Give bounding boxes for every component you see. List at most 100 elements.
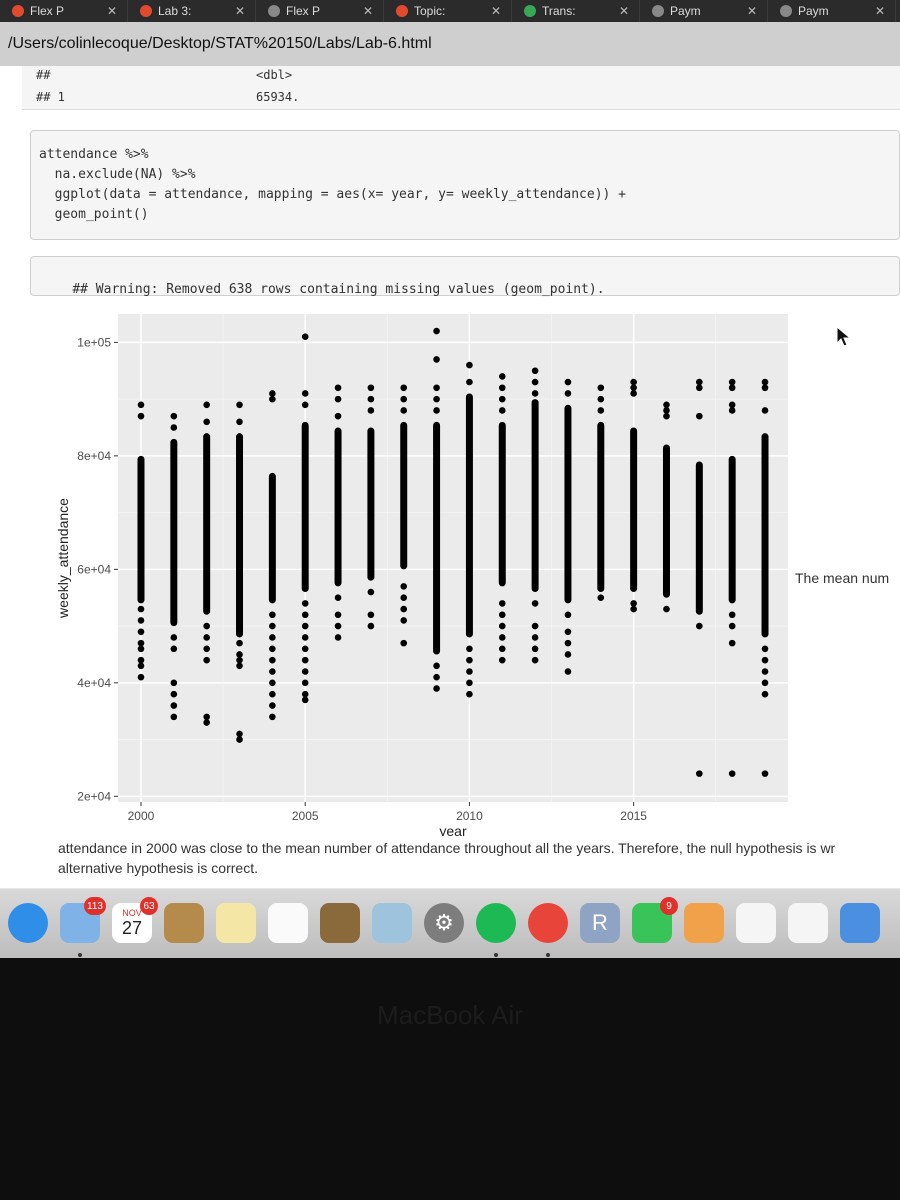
tab-favicon-icon: [12, 5, 24, 17]
data-point: [334, 395, 342, 403]
numbers-icon[interactable]: [788, 903, 828, 943]
paragraph-line: alternative hypothesis is correct.: [58, 860, 258, 876]
tab-close-icon[interactable]: ✕: [362, 4, 373, 18]
data-point: [531, 645, 539, 653]
notes-brown-icon[interactable]: [164, 903, 204, 943]
laptop-bezel: [0, 958, 900, 1200]
tab-label: Trans:: [542, 4, 576, 18]
data-point: [269, 702, 276, 709]
data-point: [630, 378, 637, 386]
tab-close-icon[interactable]: ✕: [490, 4, 501, 18]
data-point: [367, 395, 375, 403]
data-point-cluster: [367, 427, 375, 581]
data-point: [367, 611, 375, 619]
notes-icon[interactable]: [216, 903, 256, 943]
data-point: [498, 611, 506, 619]
browser-tab[interactable]: Trans: ✕: [512, 0, 640, 22]
data-point: [498, 384, 506, 392]
migration-icon[interactable]: 113: [60, 897, 106, 943]
tab-close-icon[interactable]: ✕: [106, 4, 117, 18]
safari-icon[interactable]: [8, 903, 48, 943]
spotify-icon[interactable]: [476, 903, 516, 943]
data-point: [663, 401, 670, 409]
photos-icon[interactable]: [736, 903, 776, 943]
code-line: geom_point(): [39, 207, 149, 222]
data-point: [301, 634, 309, 641]
data-point: [466, 361, 473, 369]
tab-close-icon[interactable]: ✕: [746, 4, 757, 18]
reminders-icon[interactable]: [268, 903, 308, 943]
browser-tab[interactable]: Lab 3: ✕: [128, 0, 256, 22]
dock-glyph: R: [592, 910, 608, 935]
data-point: [696, 378, 703, 386]
data-point: [433, 327, 440, 335]
data-point-cluster: [761, 433, 769, 638]
data-point: [301, 611, 309, 619]
browser-tab[interactable]: Paym ✕: [640, 0, 768, 22]
data-point: [137, 662, 145, 670]
data-point-cluster: [695, 461, 703, 615]
data-point: [564, 390, 572, 397]
data-point: [236, 651, 243, 658]
data-point: [433, 384, 440, 392]
mouse-cursor-icon: [836, 326, 852, 347]
data-point: [531, 634, 539, 641]
data-point: [663, 407, 670, 414]
running-indicator: [546, 953, 550, 957]
x-tick-label: 2010: [456, 809, 483, 823]
data-point: [498, 373, 506, 380]
tab-favicon-icon: [140, 5, 152, 17]
data-point: [564, 668, 572, 675]
tab-close-icon[interactable]: ✕: [234, 4, 245, 18]
system-preferences-icon[interactable]: ⚙: [424, 903, 464, 943]
data-point: [761, 378, 769, 386]
data-point: [564, 628, 572, 636]
tab-bar: Flex P ✕ Lab 3: ✕ Flex P ✕ Topic: ✕ Trans: ✕ Paym ✕…: [0, 0, 900, 22]
y-tick-label: 4e+04: [77, 676, 111, 690]
tab-close-icon[interactable]: ✕: [874, 4, 885, 18]
keynote-icon[interactable]: [840, 903, 880, 943]
browser-tab[interactable]: Flex P ✕: [0, 0, 128, 22]
data-point: [761, 407, 769, 414]
browser-tab[interactable]: Flex P ✕: [256, 0, 384, 22]
calendar-icon[interactable]: NOV 27 63: [112, 897, 158, 943]
warning-output: ## Warning: Removed 638 rows containing …: [30, 256, 900, 297]
notification-badge: 113: [84, 897, 106, 915]
url-text[interactable]: /Users/colinlecoque/Desktop/STAT%20150/L…: [8, 35, 432, 52]
data-point-cluster: [662, 444, 670, 598]
browser-tab[interactable]: Topic: ✕: [384, 0, 512, 22]
data-point: [728, 378, 736, 386]
chrome-icon[interactable]: [528, 903, 568, 943]
data-point: [170, 645, 178, 653]
data-point: [301, 679, 309, 687]
data-point: [564, 639, 572, 647]
tab-label: Flex P: [286, 4, 321, 18]
data-point: [761, 679, 769, 687]
data-point-cluster: [465, 393, 473, 638]
data-point: [498, 395, 506, 403]
data-point: [696, 412, 703, 420]
r-icon[interactable]: R: [580, 903, 620, 943]
data-point: [466, 668, 473, 675]
facetime-icon[interactable]: 9: [632, 897, 678, 943]
address-bar[interactable]: /Users/colinlecoque/Desktop/STAT%20150/L…: [0, 22, 900, 66]
preview-icon[interactable]: [372, 903, 412, 943]
pages-icon[interactable]: [684, 903, 724, 943]
tab-label: Paym: [798, 4, 829, 18]
data-point-cluster: [301, 421, 309, 593]
data-point: [498, 634, 506, 641]
data-point-cluster: [728, 455, 736, 604]
data-point: [334, 412, 342, 420]
browser-tab[interactable]: Paym ✕: [768, 0, 896, 22]
data-point: [433, 395, 440, 403]
data-point: [761, 645, 769, 653]
data-point: [531, 622, 539, 630]
tab-close-icon[interactable]: ✕: [618, 4, 629, 18]
sticky-icon[interactable]: [320, 903, 360, 943]
data-point: [334, 622, 342, 630]
data-point: [564, 651, 572, 658]
data-point: [531, 378, 539, 386]
y-tick-label: 2e+04: [77, 789, 111, 803]
paragraph-line: attendance in 2000 was close to the mean…: [58, 840, 836, 856]
data-point: [728, 384, 736, 392]
